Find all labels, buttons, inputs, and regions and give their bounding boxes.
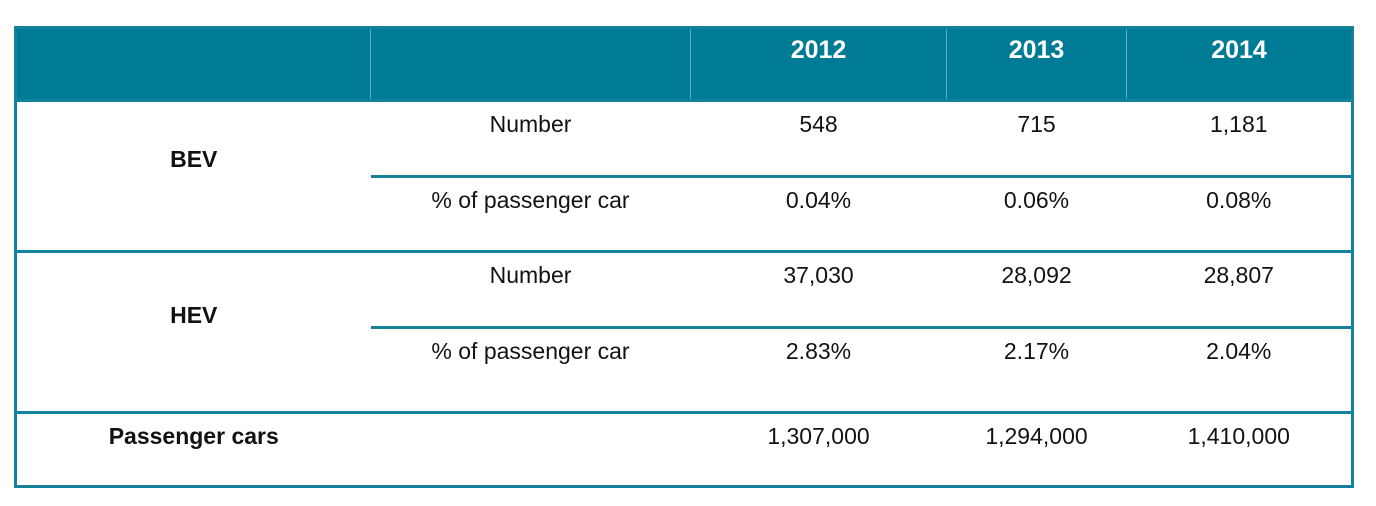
metric-label: Number xyxy=(489,262,572,288)
value-cell: 1,307,000 xyxy=(767,423,870,449)
row-label-passenger-cars: Passenger cars xyxy=(108,423,279,449)
value-cell: 0.08% xyxy=(1206,187,1272,213)
ev-statistics-table: 2012 2013 2014 BEV Number 548 715 1,181 … xyxy=(14,26,1354,488)
value-cell: 1,410,000 xyxy=(1187,423,1290,449)
value-cell: 2.83% xyxy=(785,338,852,364)
table-row-hev-number: HEV Number 37,030 28,092 28,807 xyxy=(15,251,1353,328)
year-column-header: 2013 xyxy=(946,27,1127,101)
value-cell: 2.04% xyxy=(1206,338,1272,364)
value-cell: 1,181 xyxy=(1209,111,1268,137)
value-cell: 0.06% xyxy=(1003,187,1070,213)
value-cell: 548 xyxy=(799,111,838,137)
year-column-header: 2014 xyxy=(1126,27,1353,101)
table-header: 2012 2013 2014 xyxy=(15,27,1353,101)
value-cell: 715 xyxy=(1017,111,1056,137)
metric-label: % of passenger car xyxy=(431,338,630,364)
group-label-hev: HEV xyxy=(170,301,218,328)
table-row-bev-percent: % of passenger car 0.04% 0.06% 0.08% xyxy=(15,176,1353,252)
table-body: BEV Number 548 715 1,181 % of passenger … xyxy=(15,100,1353,487)
table-row-bev-number: BEV Number 548 715 1,181 xyxy=(15,100,1353,177)
value-cell: 2.17% xyxy=(1003,338,1070,364)
table-row-hev-percent: % of passenger car 2.83% 2.17% 2.04% xyxy=(15,327,1353,413)
metric-label: % of passenger car xyxy=(431,187,630,213)
value-cell: 1,294,000 xyxy=(985,423,1088,449)
group-label-bev: BEV xyxy=(170,145,218,172)
empty-cell xyxy=(371,413,691,487)
value-cell: 37,030 xyxy=(783,262,854,288)
value-cell: 28,807 xyxy=(1203,262,1274,288)
empty-header-cell xyxy=(16,28,371,101)
value-cell: 28,092 xyxy=(1001,262,1072,288)
header-row: 2012 2013 2014 xyxy=(15,27,1353,101)
value-cell: 0.04% xyxy=(785,187,852,213)
year-column-header: 2012 xyxy=(690,27,947,101)
metric-label: Number xyxy=(489,111,572,137)
table-row-passenger-cars: Passenger cars 1,307,000 1,294,000 1,410… xyxy=(15,412,1353,487)
ev-statistics-table-container: 2012 2013 2014 BEV Number 548 715 1,181 … xyxy=(14,26,1354,488)
empty-header-cell xyxy=(370,27,691,101)
